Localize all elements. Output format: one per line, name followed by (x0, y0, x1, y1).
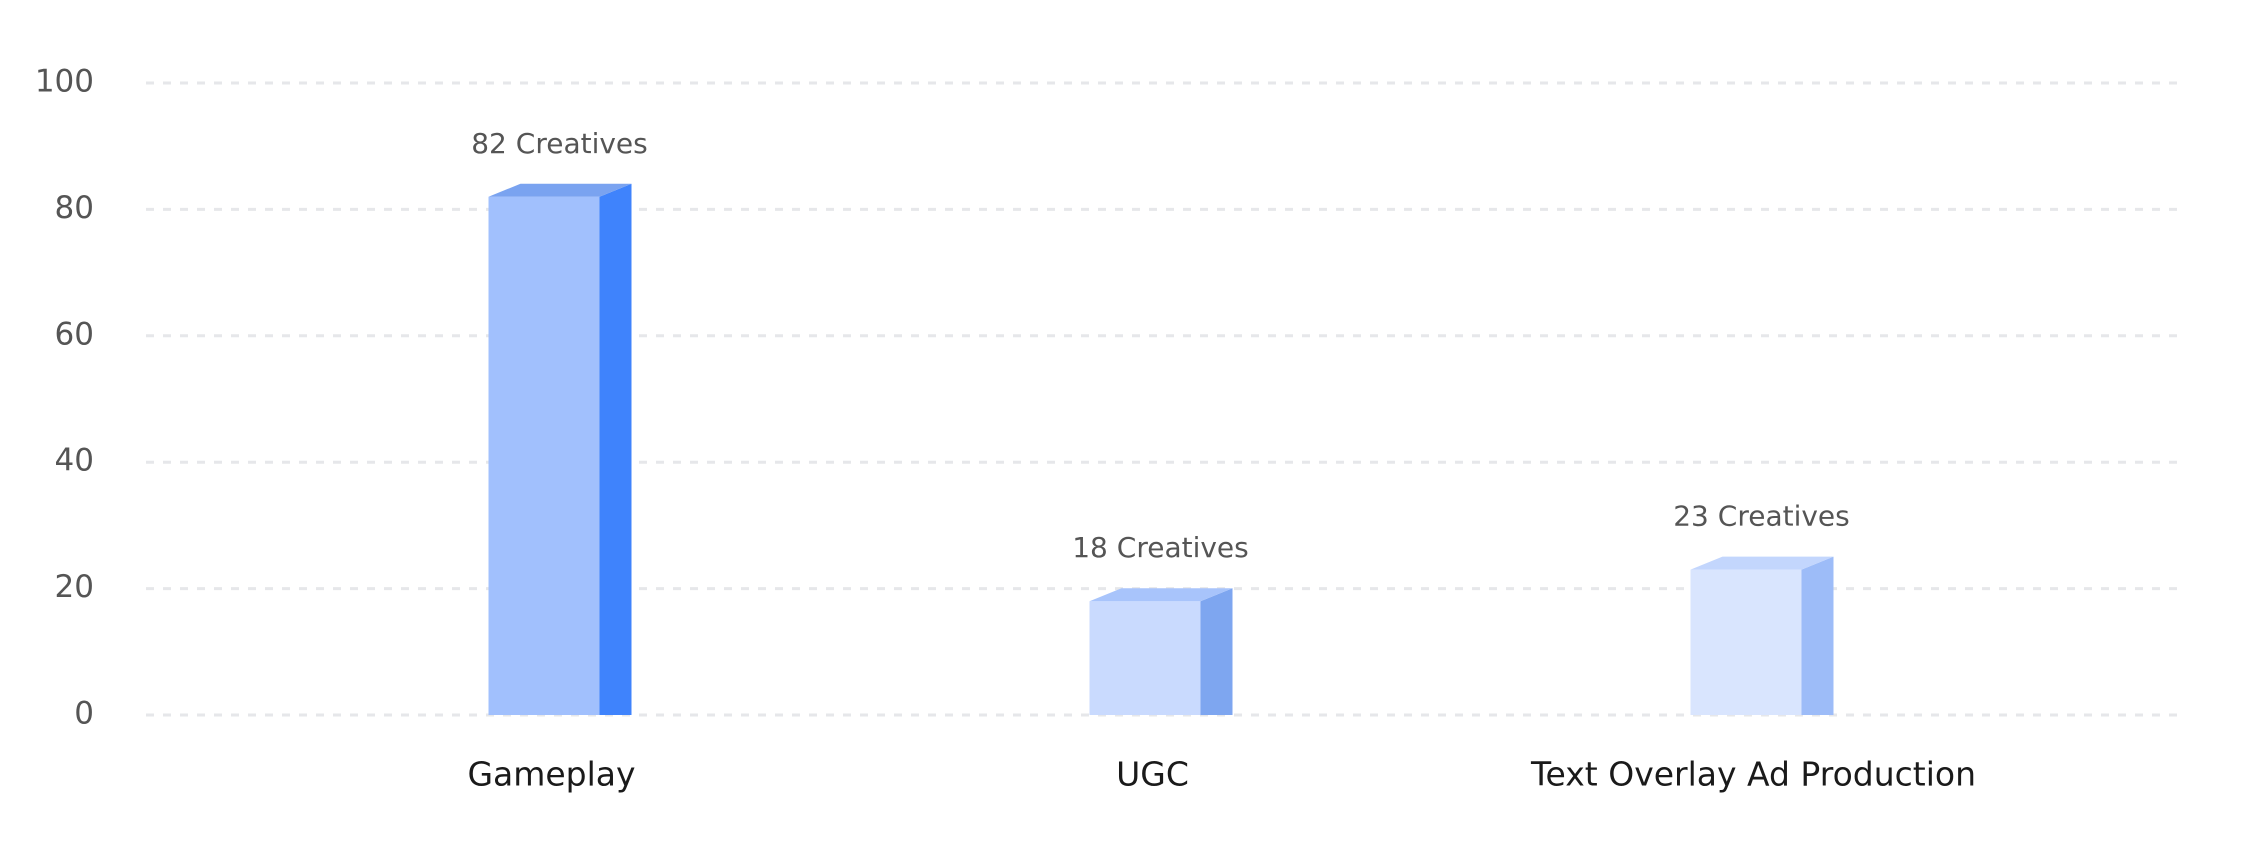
x-tick-label: UGC (1116, 755, 1189, 794)
value-label: 18 Creatives (1072, 531, 1249, 564)
y-tick-label: 100 (35, 64, 94, 100)
bar-top (1690, 556, 1834, 570)
y-tick-label: 0 (74, 696, 94, 732)
x-tick-label: Gameplay (467, 755, 635, 794)
y-tick-label: 40 (55, 443, 94, 479)
x-tick-label: Text Overlay Ad Production (1530, 755, 1976, 794)
bar (1690, 569, 1802, 715)
bar-top (1089, 588, 1233, 602)
value-label: 82 Creatives (471, 127, 648, 160)
bar-side (599, 183, 632, 715)
y-tick-label: 20 (55, 569, 94, 605)
bar-side (1200, 588, 1233, 715)
bar (488, 196, 600, 715)
bar-top (488, 183, 632, 197)
y-tick-label: 80 (55, 190, 94, 226)
value-label: 23 Creatives (1673, 500, 1850, 533)
y-tick-label: 60 (55, 316, 94, 352)
bar-side (1801, 556, 1834, 715)
bar (1089, 601, 1201, 715)
